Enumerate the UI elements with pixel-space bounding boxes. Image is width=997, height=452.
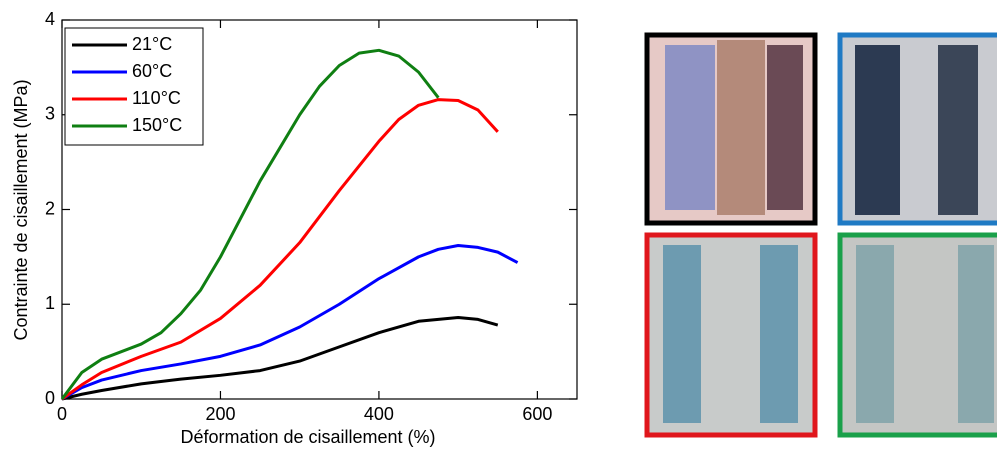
specimen [856, 245, 894, 423]
y-axis-label: Contrainte de cisaillement (MPa) [11, 79, 31, 340]
legend-label: 110°C [132, 88, 181, 108]
x-tick-label: 600 [522, 404, 552, 424]
specimen [760, 245, 798, 423]
legend-label: 60°C [132, 61, 172, 81]
y-tick-label: 4 [45, 9, 55, 29]
y-tick-label: 0 [45, 388, 55, 408]
series-line [61, 316, 499, 401]
ruler [717, 40, 765, 215]
y-tick-label: 3 [45, 104, 55, 124]
series-line [61, 244, 519, 401]
legend-label: 21°C [132, 34, 172, 54]
y-tick-label: 1 [45, 293, 55, 313]
y-tick-label: 2 [45, 198, 55, 218]
legend-label: 150°C [132, 115, 182, 135]
x-tick-label: 200 [205, 404, 235, 424]
specimen [767, 45, 803, 210]
x-tick-label: 0 [57, 404, 67, 424]
specimen [958, 245, 994, 423]
specimen [855, 45, 900, 215]
photos [644, 32, 997, 438]
series-line [61, 98, 499, 401]
specimen [665, 45, 715, 210]
x-axis-label: Déformation de cisaillement (%) [180, 427, 435, 447]
x-tick-label: 400 [364, 404, 394, 424]
specimen [663, 245, 701, 423]
series-line [60, 48, 440, 400]
specimen [938, 45, 978, 215]
